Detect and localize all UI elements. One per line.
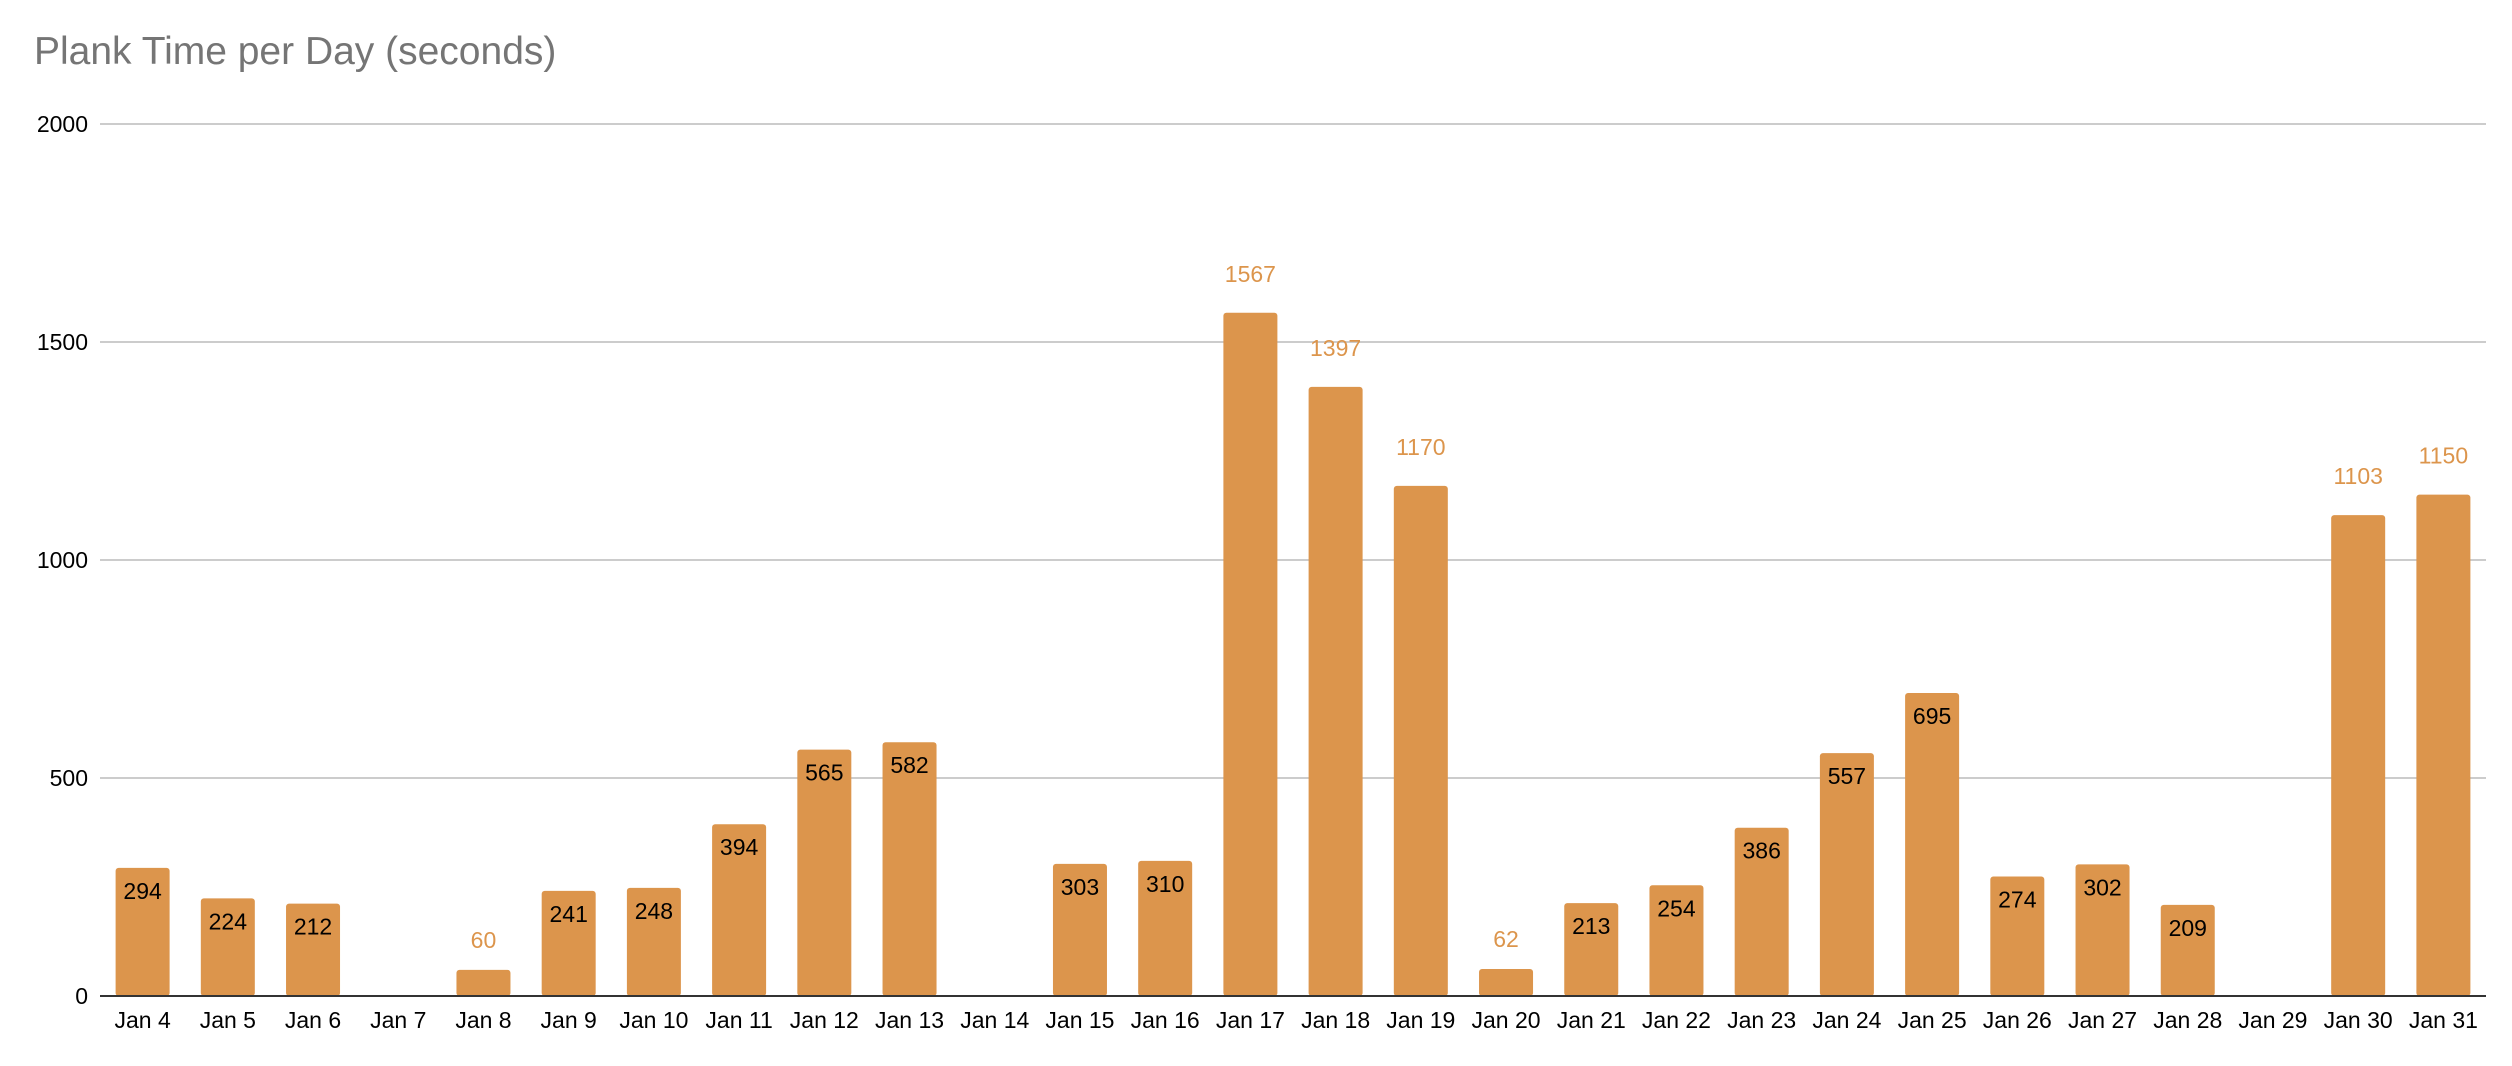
bar — [2075, 864, 2130, 996]
bar — [882, 742, 937, 996]
data-label: 241 — [549, 901, 587, 927]
bar — [2160, 904, 2215, 996]
bar — [1990, 876, 2045, 996]
gridlines — [100, 123, 2486, 779]
data-label: 212 — [294, 914, 332, 940]
x-tick-label: Jan 26 — [1983, 1007, 2052, 1033]
bar — [1393, 485, 1448, 996]
data-label: 209 — [2169, 915, 2207, 941]
bar — [2416, 494, 2471, 996]
bar — [286, 903, 341, 996]
x-tick-label: Jan 17 — [1216, 1007, 1285, 1033]
y-tick-label: 0 — [75, 983, 88, 1009]
data-label: 213 — [1572, 913, 1610, 939]
y-tick-label: 2000 — [37, 111, 88, 137]
chart-title: Plank Time per Day (seconds) — [34, 30, 557, 73]
x-tick-label: Jan 18 — [1301, 1007, 1370, 1033]
x-tick-label: Jan 12 — [790, 1007, 859, 1033]
data-label: 394 — [720, 834, 759, 860]
y-tick-label: 1000 — [37, 547, 88, 573]
x-tick-label: Jan 8 — [455, 1007, 511, 1033]
x-tick-label: Jan 14 — [960, 1007, 1029, 1033]
x-tick-label: Jan 22 — [1642, 1007, 1711, 1033]
bar — [1734, 827, 1789, 996]
x-tick-label: Jan 23 — [1727, 1007, 1796, 1033]
x-tick-label: Jan 28 — [2153, 1007, 2222, 1033]
data-label: 62 — [1493, 926, 1519, 952]
x-tick-label: Jan 4 — [114, 1007, 170, 1033]
x-tick-label: Jan 20 — [1472, 1007, 1541, 1033]
data-label: 303 — [1061, 874, 1099, 900]
bar — [541, 890, 596, 996]
x-tick-label: Jan 30 — [2324, 1007, 2393, 1033]
x-tick-label: Jan 7 — [370, 1007, 426, 1033]
data-label: 224 — [209, 908, 248, 934]
y-axis-ticks: 0 500 1000 1500 2000 — [37, 111, 88, 1009]
bar — [200, 898, 255, 996]
x-tick-label: Jan 15 — [1045, 1007, 1114, 1033]
data-label: 582 — [890, 752, 928, 778]
x-tick-label: Jan 9 — [541, 1007, 597, 1033]
data-label: 1103 — [2333, 463, 2382, 489]
data-label: 310 — [1146, 871, 1184, 897]
x-tick-label: Jan 31 — [2409, 1007, 2478, 1033]
bar — [712, 824, 767, 996]
x-tick-label: Jan 5 — [200, 1007, 256, 1033]
data-label: 386 — [1742, 838, 1780, 864]
bar — [1649, 885, 1704, 996]
x-tick-label: Jan 6 — [285, 1007, 341, 1033]
y-tick-label: 500 — [50, 765, 88, 791]
bar — [115, 867, 170, 996]
data-label: 248 — [635, 898, 673, 924]
data-label: 302 — [2083, 874, 2121, 900]
x-tick-label: Jan 16 — [1131, 1007, 1200, 1033]
data-label: 1397 — [1310, 335, 1361, 361]
x-tick-label: Jan 21 — [1557, 1007, 1626, 1033]
bar — [456, 969, 511, 996]
x-tick-label: Jan 10 — [619, 1007, 688, 1033]
bar — [626, 887, 681, 996]
x-tick-label: Jan 11 — [705, 1007, 772, 1033]
bar — [2331, 515, 2386, 996]
data-label: 294 — [123, 878, 162, 904]
bar — [1308, 386, 1363, 997]
data-labels: 294 224 212 60 241 248 394 565 582 303 310 1567 1397… — [123, 261, 2468, 953]
data-label: 1170 — [1396, 434, 1445, 460]
data-label: 1567 — [1225, 261, 1276, 287]
data-label: 565 — [805, 760, 843, 786]
bar — [1564, 903, 1619, 996]
bar — [1819, 753, 1874, 996]
x-tick-label: Jan 24 — [1812, 1007, 1881, 1033]
data-label: 60 — [471, 927, 497, 953]
bar — [1138, 860, 1193, 996]
bar — [1479, 968, 1534, 996]
data-label: 254 — [1657, 895, 1696, 921]
data-label: 1150 — [2419, 443, 2468, 469]
data-label: 695 — [1913, 703, 1951, 729]
data-label: 274 — [1998, 887, 2037, 913]
x-tick-label: Jan 27 — [2068, 1007, 2137, 1033]
data-label: 557 — [1828, 763, 1866, 789]
bar — [797, 749, 852, 996]
x-tick-label: Jan 13 — [875, 1007, 944, 1033]
x-tick-label: Jan 19 — [1386, 1007, 1455, 1033]
x-tick-label: Jan 29 — [2238, 1007, 2307, 1033]
y-tick-label: 1500 — [37, 329, 88, 355]
x-axis-ticks: Jan 4 Jan 5 Jan 6 Jan 7 Jan 8 Jan 9 Jan 10 Jan … — [114, 1007, 2477, 1033]
bars — [115, 312, 2471, 997]
bar — [1905, 692, 1960, 996]
bar — [1223, 312, 1278, 997]
bar — [1052, 863, 1107, 996]
x-tick-label: Jan 25 — [1898, 1007, 1967, 1033]
